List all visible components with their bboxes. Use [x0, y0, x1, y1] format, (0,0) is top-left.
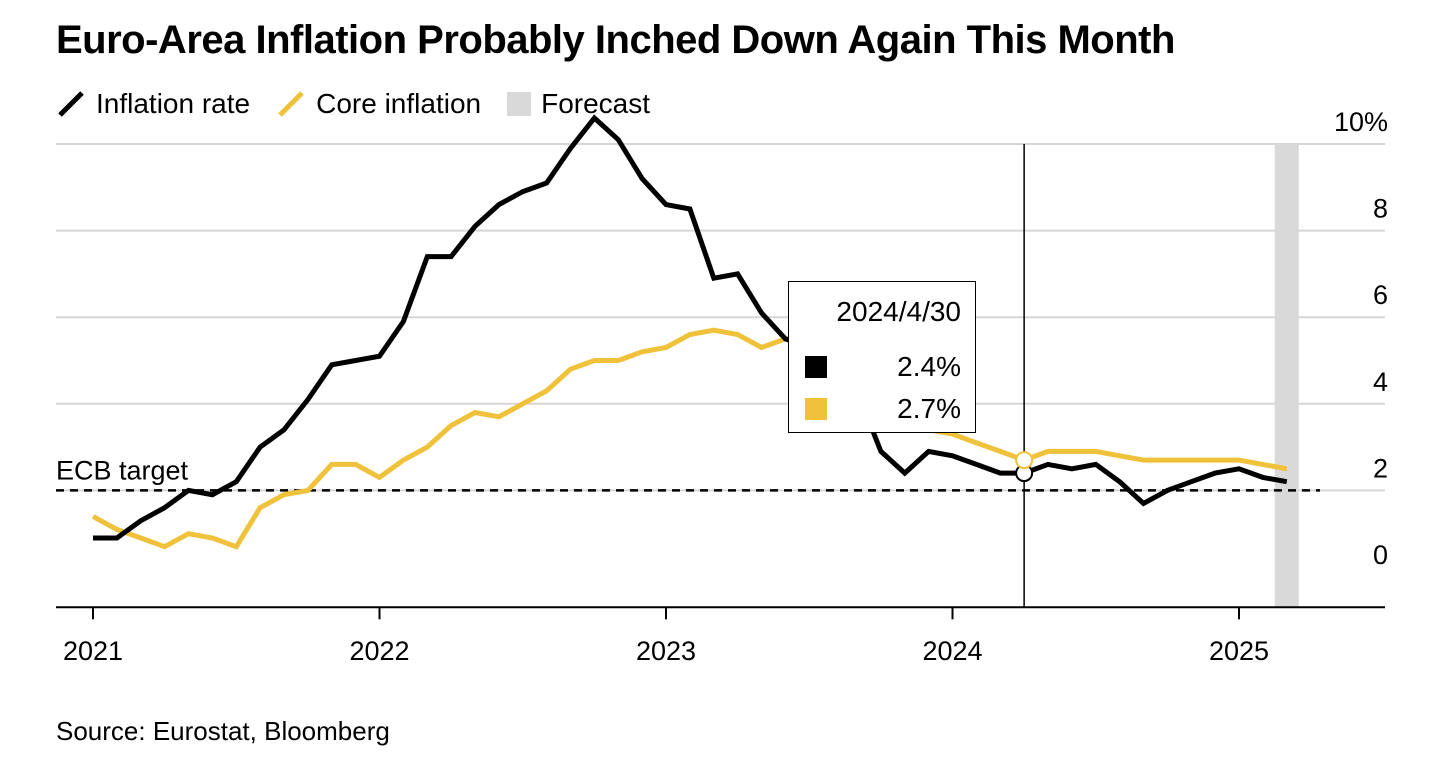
legend-item-forecast: Forecast — [507, 88, 650, 120]
line-swatch-icon — [278, 91, 304, 117]
y-tick-label: 10% — [1334, 107, 1388, 137]
inflation-rate-line — [93, 114, 1288, 541]
source-note: Source: Eurostat, Bloomberg — [56, 716, 390, 746]
y-tick-label: 0 — [1373, 540, 1388, 570]
line-swatch-icon — [58, 91, 84, 117]
chart-title: Euro-Area Inflation Probably Inched Down… — [56, 18, 1175, 62]
tooltip-swatch-core — [805, 398, 827, 420]
legend: Inflation rate Core inflation Forecast — [56, 84, 676, 124]
tooltip-value-inflation: 2.4% — [897, 351, 961, 382]
y-tick-label: 8 — [1373, 194, 1388, 224]
x-tick-label: 2025 — [1209, 636, 1269, 666]
legend-item-core-inflation: Core inflation — [276, 88, 481, 120]
tooltip-date: 2024/4/30 — [836, 296, 961, 327]
legend-label: Forecast — [541, 88, 651, 119]
y-tick-label: 2 — [1373, 453, 1388, 483]
tooltip-row-core: 2.7% — [805, 392, 961, 426]
tooltip: 2024/4/30 2.4% 2.7% — [788, 281, 976, 433]
x-tick-label: 2024 — [922, 636, 982, 666]
core-inflation-line — [91, 327, 1288, 550]
tooltip-swatch-inflation — [805, 356, 827, 378]
crosshair-marker-core — [1015, 451, 1034, 470]
x-tick-label: 2023 — [636, 636, 696, 666]
legend-item-inflation-rate: Inflation rate — [56, 88, 250, 120]
ecb-target-label: ECB target — [56, 455, 189, 485]
x-tick-label: 2022 — [349, 636, 409, 666]
x-tick-label: 2021 — [63, 636, 123, 666]
legend-label: Core inflation — [316, 88, 482, 119]
legend-label: Inflation rate — [96, 88, 251, 119]
y-tick-label: 6 — [1373, 280, 1388, 310]
tooltip-row-inflation: 2.4% — [805, 350, 961, 384]
forecast-band — [1274, 144, 1299, 608]
square-swatch-icon — [507, 92, 532, 116]
y-tick-label: 4 — [1373, 367, 1388, 397]
tooltip-value-core: 2.7% — [897, 393, 961, 424]
